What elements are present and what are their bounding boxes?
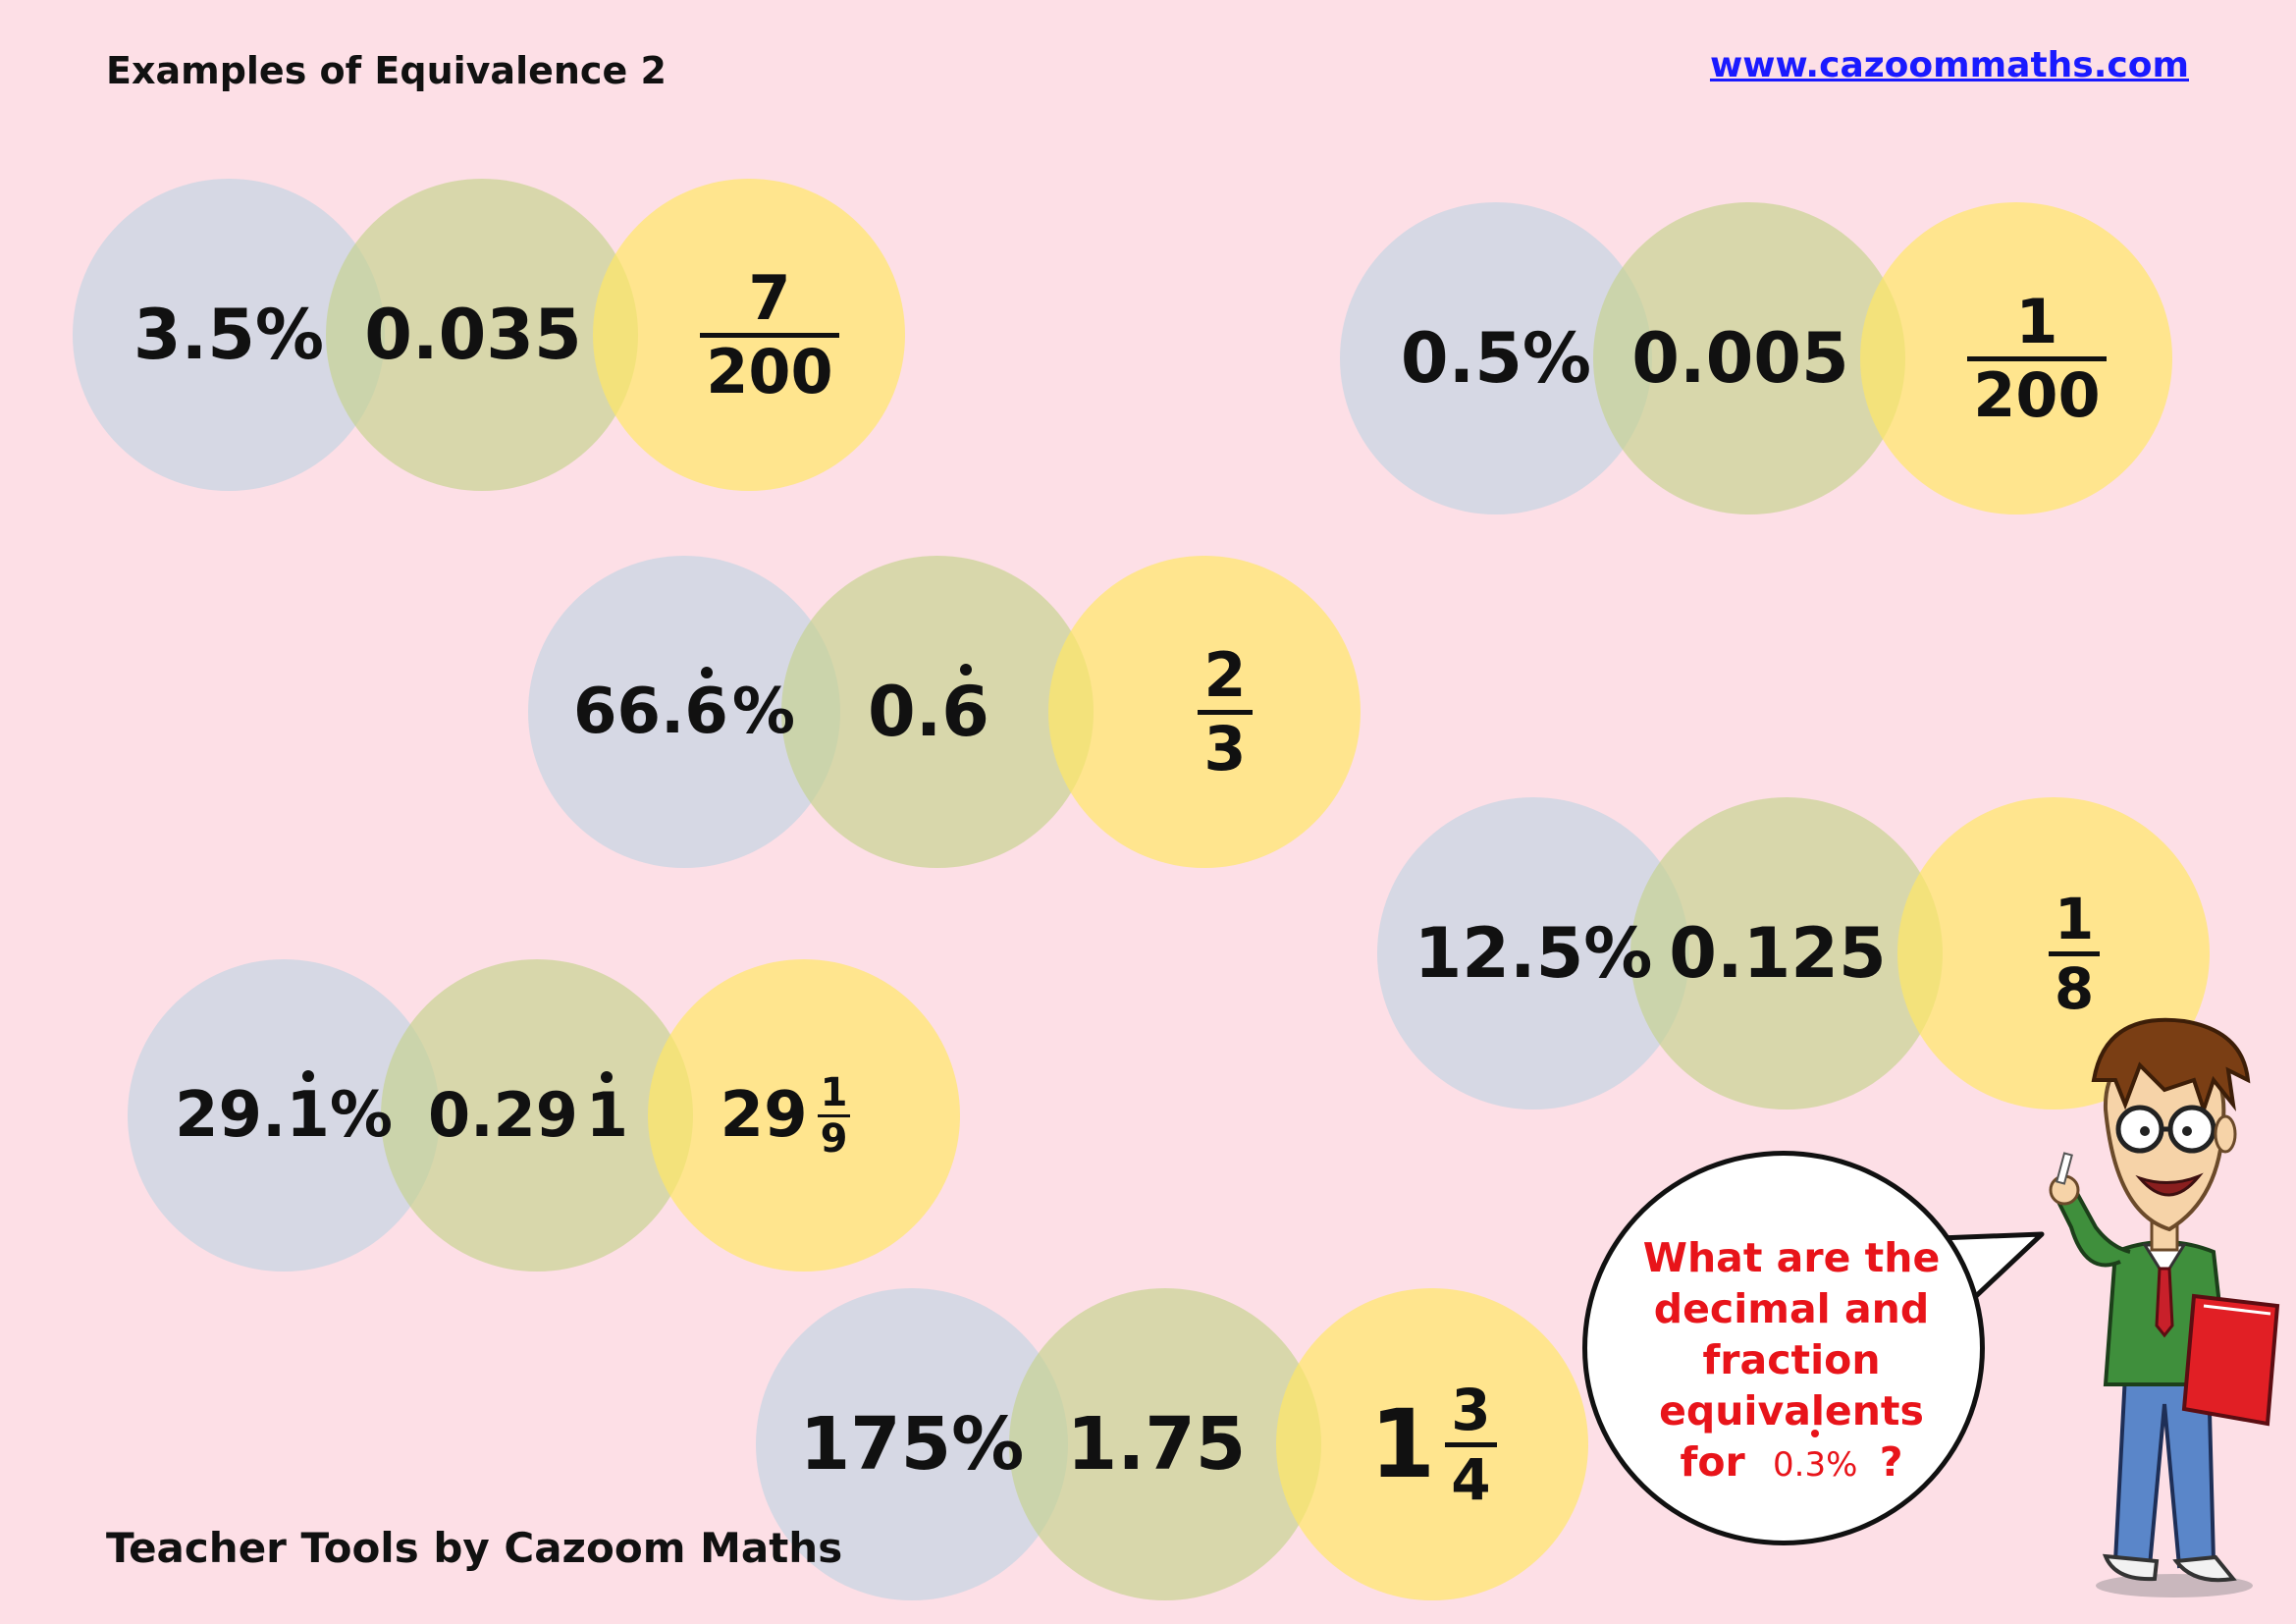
- fraction-circle: [648, 959, 960, 1272]
- fraction-numerator: 1: [2054, 885, 2095, 952]
- percent-prefix: 29.: [174, 1079, 287, 1152]
- fraction-denominator: 200: [706, 335, 833, 407]
- equivalence-group-6: 175% 1.75 1 3 4: [756, 1288, 1590, 1602]
- bubble-for: for: [1680, 1438, 1745, 1486]
- recurring-digit: 6: [941, 664, 989, 746]
- fraction-denominator: 3: [1203, 712, 1247, 785]
- fraction-bar: [2048, 950, 2101, 956]
- recurring-dot: [601, 1071, 614, 1083]
- percent-value: 3.5%: [133, 295, 325, 375]
- percent-sign: %: [731, 676, 796, 748]
- recurring-digit: 6: [684, 667, 728, 743]
- decimal-circle: [1593, 202, 1905, 514]
- decimal-circle: [1009, 1288, 1321, 1600]
- fraction-value: 1 8: [1927, 797, 2221, 1110]
- equivalence-group-1: 3.5% 0.035 7 200: [73, 179, 907, 493]
- decimal-prefix: 0.: [867, 672, 942, 752]
- percent-value: 29. 1%: [128, 959, 440, 1272]
- decimal-value: 0.005: [1631, 318, 1849, 399]
- fraction-value: 1 200: [1890, 202, 2184, 514]
- fraction-whole: 1: [1369, 1389, 1436, 1499]
- decimal-value: 0.035: [364, 295, 582, 375]
- bubble-line-5: for 0. 3% ?: [1610, 1430, 1973, 1490]
- percent-value: 66. 6%: [528, 556, 840, 868]
- fraction-bar: [817, 1113, 851, 1117]
- fraction-numerator: 2: [1203, 638, 1247, 711]
- footer-credit: Teacher Tools by Cazoom Maths: [106, 1524, 843, 1572]
- fraction-denominator: 200: [1973, 358, 2101, 431]
- percent-prefix: 66.: [572, 676, 685, 748]
- decimal-value: 0.29 1: [381, 959, 675, 1272]
- percent-value: 0.5%: [1400, 318, 1592, 399]
- teacher-cartoon-icon: [2049, 1017, 2280, 1597]
- website-link[interactable]: www.cazoommaths.com: [1709, 45, 2189, 85]
- percent-value: 12.5%: [1414, 913, 1653, 994]
- speech-bubble-text: What are the decimal and fraction equiva…: [1610, 1232, 1973, 1490]
- speech-bubble-tail-join: [1909, 1232, 1935, 1309]
- equivalence-group-3: 66. 6% 0. 6 2 3: [528, 556, 1362, 870]
- fraction-denominator: 8: [2054, 954, 2095, 1022]
- speech-bubble: [1582, 1151, 1985, 1545]
- page-title: Examples of Equivalence 2: [106, 49, 667, 92]
- recurring-digit: 3: [1804, 1430, 1826, 1490]
- recurring-dot: [700, 667, 713, 678]
- bubble-line-1: What are the: [1642, 1234, 1941, 1281]
- fraction-bar: [1198, 709, 1253, 715]
- decimal-circle: [1630, 797, 1943, 1110]
- recurring-dot: [959, 664, 972, 676]
- recurring-digit: 1: [586, 1071, 628, 1146]
- fraction-numerator: 1: [820, 1069, 848, 1115]
- fraction-value: 29 1 9: [638, 959, 933, 1272]
- percent-sign: %: [329, 1079, 394, 1152]
- bubble-line-4: equivalents: [1659, 1387, 1924, 1435]
- recurring-dot: [301, 1070, 314, 1082]
- decimal-circle: [781, 556, 1094, 868]
- decimal-circle: [326, 179, 638, 491]
- fraction-value: 1 3 4: [1286, 1288, 1580, 1600]
- decimal-value: 0. 6: [781, 556, 1076, 868]
- fraction-value: 2 3: [1078, 556, 1372, 868]
- decimal-value: 1.75: [1066, 1402, 1247, 1487]
- fraction-numerator: 1: [2015, 285, 2058, 357]
- fraction-circle: [1276, 1288, 1588, 1600]
- bubble-number: 0. 3%: [1773, 1430, 1857, 1485]
- decimal-value: 0.125: [1669, 913, 1887, 994]
- equivalence-group-2: 0.5% 0.005 1 200: [1340, 202, 2174, 516]
- decimal-circle: [381, 959, 693, 1272]
- fraction-numerator: 3: [1451, 1376, 1491, 1443]
- fraction-denominator: 4: [1451, 1445, 1491, 1513]
- fraction-bar: [1445, 1441, 1497, 1447]
- fraction-bar: [700, 332, 839, 338]
- bubble-line-2: decimal and: [1653, 1285, 1930, 1332]
- fraction-whole: 29: [720, 1079, 808, 1152]
- recurring-digit: 1: [286, 1070, 330, 1147]
- recurring-dot: [1811, 1430, 1820, 1437]
- bubble-question-mark: ?: [1879, 1438, 1903, 1486]
- bubble-line-3: fraction: [1702, 1336, 1881, 1383]
- decimal-prefix: 0.29: [427, 1079, 578, 1151]
- fraction-value: 7 200: [622, 179, 917, 491]
- fraction-numerator: 7: [748, 261, 791, 334]
- percent-value: 175%: [799, 1402, 1025, 1487]
- fraction-denominator: 9: [820, 1115, 848, 1162]
- fraction-bar: [1967, 355, 2107, 361]
- equivalence-group-5: 29. 1% 0.29 1 29 1 9: [128, 959, 962, 1273]
